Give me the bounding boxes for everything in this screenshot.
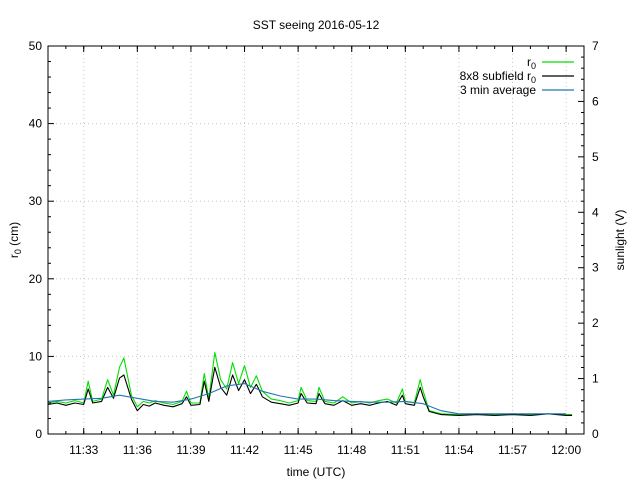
x-tick-label: 12:00 bbox=[551, 443, 581, 457]
x-axis-label: time (UTC) bbox=[287, 465, 346, 479]
y2-tick-label: 5 bbox=[592, 150, 599, 164]
legend: r0 8x8 subfield r0 3 min average bbox=[460, 55, 574, 97]
y2-tick-label: 3 bbox=[592, 261, 599, 275]
legend-label-average: 3 min average bbox=[460, 83, 536, 97]
legend-subfield-sub: 0 bbox=[531, 75, 536, 85]
y2-tick-label: 6 bbox=[592, 94, 599, 108]
y-axis-label-main: r bbox=[7, 254, 21, 258]
x-tick-label: 11:48 bbox=[337, 443, 366, 457]
y-tick-label: 30 bbox=[29, 194, 43, 208]
y-tick-label: 40 bbox=[29, 117, 43, 131]
legend-item-average: 3 min average bbox=[460, 83, 574, 97]
series-subfield-r0-line bbox=[47, 366, 573, 416]
legend-item-subfield-r0: 8x8 subfield r0 bbox=[460, 69, 574, 85]
y-tick-label: 20 bbox=[29, 272, 43, 286]
series-average-line bbox=[47, 383, 567, 415]
x-tick-label: 11:57 bbox=[498, 443, 527, 457]
legend-label-r0: r0 bbox=[527, 55, 536, 71]
x-tick-label: 11:42 bbox=[230, 443, 259, 457]
legend-item-r0: r0 bbox=[527, 55, 574, 71]
x-tick-label: 11:36 bbox=[123, 443, 152, 457]
chart-title: SST seeing 2016-05-12 bbox=[253, 18, 380, 32]
x-tick-label: 11:51 bbox=[391, 443, 420, 457]
x-tick-label: 11:54 bbox=[444, 443, 473, 457]
y-tick-label: 10 bbox=[29, 349, 43, 363]
y-tick-label: 50 bbox=[29, 39, 43, 53]
y2-tick-label: 0 bbox=[592, 427, 599, 441]
y-axis-label-unit: (cm) bbox=[7, 222, 21, 249]
y2-tick-label: 7 bbox=[592, 39, 599, 53]
legend-subfield-main: 8x8 subfield r bbox=[460, 69, 531, 83]
plot-frame bbox=[47, 45, 585, 435]
y2-tick-label: 1 bbox=[592, 372, 599, 386]
legend-r0-sub: 0 bbox=[531, 61, 536, 71]
legend-r0-main: r bbox=[527, 55, 531, 69]
y2-axis-label: sunlight (V) bbox=[613, 210, 627, 271]
series-group bbox=[47, 351, 573, 416]
y-tick-label: 0 bbox=[35, 427, 42, 441]
legend-label-subfield-r0: 8x8 subfield r0 bbox=[460, 69, 536, 85]
grid bbox=[48, 46, 584, 434]
x-tick-label: 11:33 bbox=[69, 443, 98, 457]
x-tick-label: 11:45 bbox=[284, 443, 313, 457]
y-axis-label: r0 (cm) bbox=[7, 222, 23, 258]
y-axis-label-sub: 0 bbox=[13, 249, 23, 254]
series-r0-line bbox=[47, 351, 573, 416]
y2-tick-label: 2 bbox=[592, 316, 599, 330]
axis-ticks: 11:33 11:36 11:39 11:42 11:45 11:48 11:51 11:54… bbox=[29, 39, 599, 457]
y2-tick-label: 4 bbox=[592, 205, 599, 219]
x-tick-label: 11:39 bbox=[176, 443, 205, 457]
